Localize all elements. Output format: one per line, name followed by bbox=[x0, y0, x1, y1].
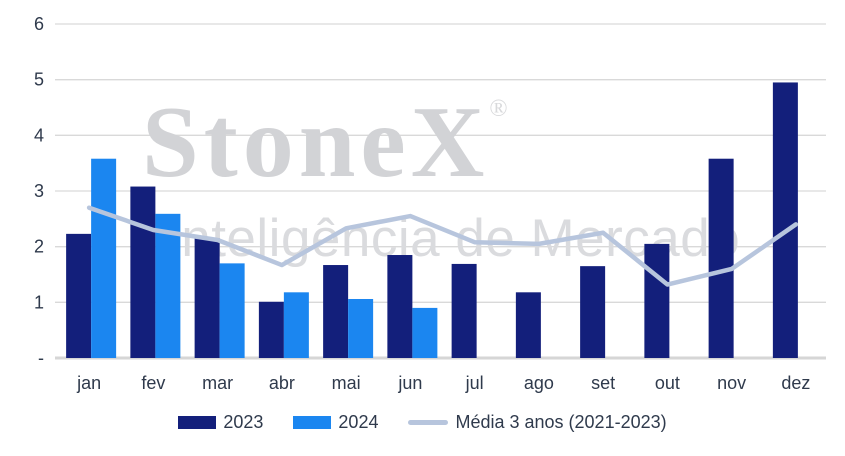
bar-2023-abr bbox=[258, 301, 284, 358]
bar-2024-fev bbox=[155, 213, 181, 358]
x-label-out: out bbox=[655, 373, 680, 393]
bar-2024-jun bbox=[412, 307, 438, 358]
legend-label-2024: 2024 bbox=[338, 412, 379, 432]
legend-swatch-media-line bbox=[408, 420, 449, 425]
bar-2023-jun bbox=[387, 255, 413, 358]
x-label-abr: abr bbox=[269, 373, 295, 393]
legend-swatch-2023 bbox=[178, 416, 217, 429]
bar-2023-ago bbox=[515, 292, 541, 358]
media-3-anos-line bbox=[86, 205, 799, 287]
y-tick-label-3: 3 bbox=[34, 181, 44, 201]
legend-item-2023: 2023 bbox=[178, 412, 263, 433]
x-label-ago: ago bbox=[524, 373, 554, 393]
bar-2024-mai bbox=[348, 298, 374, 358]
legend-label-2023: 2023 bbox=[223, 412, 264, 432]
x-label-jul: jul bbox=[465, 373, 484, 393]
bar-2023-fev bbox=[130, 186, 156, 358]
y-tick-label-5: 5 bbox=[34, 70, 44, 90]
y-tick-label-4: 4 bbox=[34, 125, 44, 145]
bar-2023-jul bbox=[451, 263, 477, 358]
bar-2024-abr bbox=[283, 292, 309, 358]
y-tick-label--: - bbox=[38, 348, 44, 368]
bar-2023-mai bbox=[323, 265, 349, 358]
x-label-mar: mar bbox=[202, 373, 233, 393]
x-label-nov: nov bbox=[717, 373, 746, 393]
bar-2023-mar bbox=[194, 238, 220, 358]
y-tick-label-1: 1 bbox=[34, 292, 44, 312]
y-tick-label-6: 6 bbox=[34, 14, 44, 34]
bar-2024-mar bbox=[219, 263, 245, 358]
x-label-mai: mai bbox=[332, 373, 361, 393]
bar-2023-nov bbox=[708, 158, 734, 358]
legend-label-media: Média 3 anos (2021-2023) bbox=[455, 412, 667, 432]
legend-item-2024: 2024 bbox=[293, 412, 378, 433]
bar-2023-out bbox=[644, 243, 670, 358]
legend: 2023 2024 Média 3 anos (2021-2023) bbox=[0, 412, 845, 433]
x-label-jan: jan bbox=[76, 373, 101, 393]
legend-swatch-2024 bbox=[293, 416, 332, 429]
x-label-fev: fev bbox=[141, 373, 165, 393]
bar-2023-set bbox=[580, 266, 606, 358]
x-label-dez: dez bbox=[781, 373, 810, 393]
y-tick-label-2: 2 bbox=[34, 237, 44, 257]
legend-item-media-3-anos: Média 3 anos (2021-2023) bbox=[408, 412, 667, 433]
bar-2024-jan bbox=[91, 158, 117, 358]
x-label-set: set bbox=[591, 373, 615, 393]
bar-2023-jan bbox=[66, 233, 92, 358]
x-label-jun: jun bbox=[397, 373, 422, 393]
bar-2023-dez bbox=[772, 82, 798, 358]
